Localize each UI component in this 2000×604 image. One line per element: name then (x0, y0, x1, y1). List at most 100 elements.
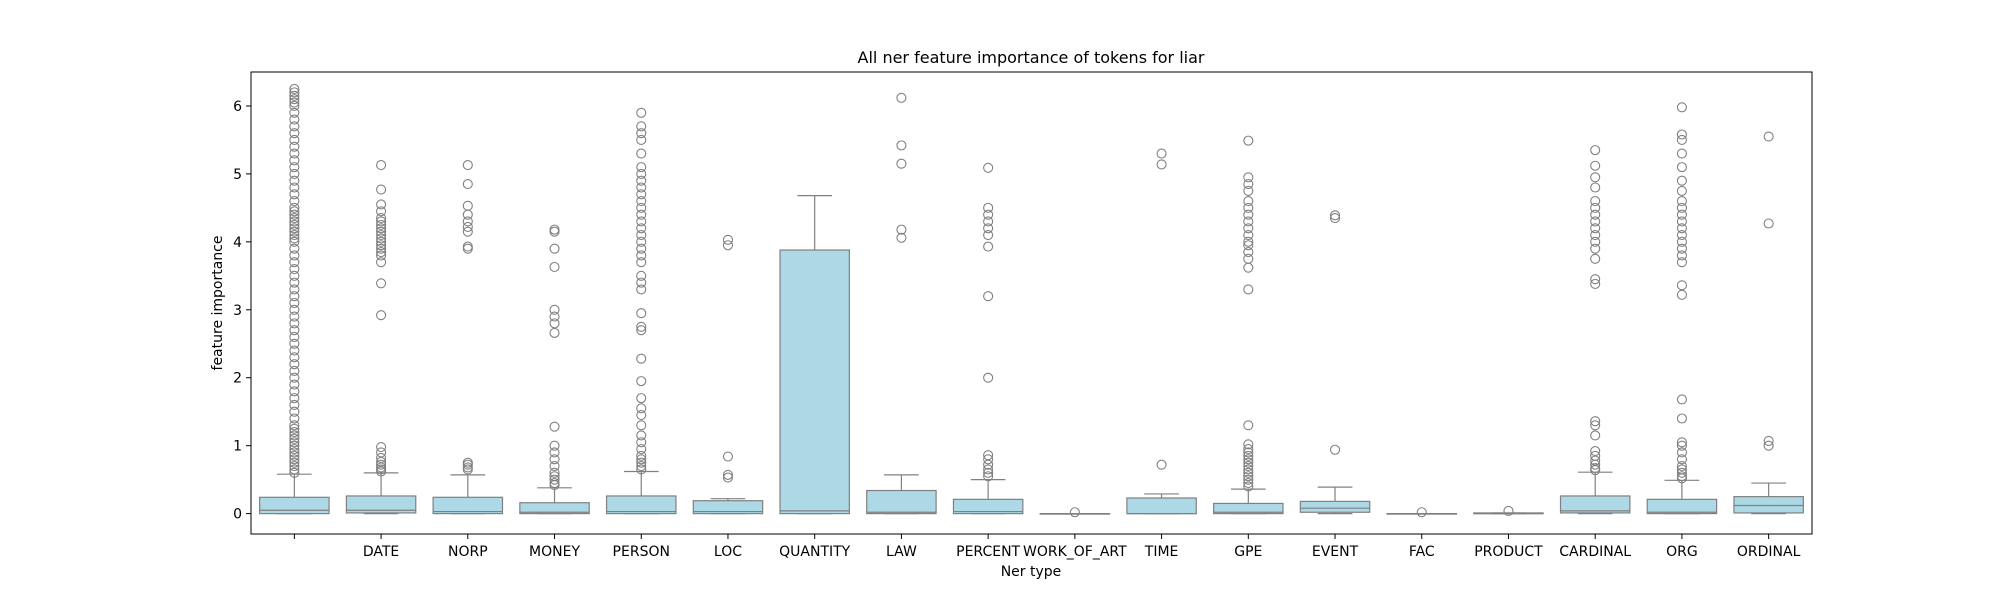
outlier-point (983, 209, 994, 220)
outlier-point (636, 202, 647, 213)
outlier-point (983, 202, 994, 213)
outlier-point (636, 325, 647, 336)
outlier-point (1676, 461, 1687, 472)
outlier-point (1243, 464, 1254, 475)
outlier-point (1676, 280, 1687, 291)
outlier-point (983, 467, 994, 478)
outlier-point (1590, 216, 1601, 227)
outlier-point (1676, 440, 1687, 451)
outlier-point (376, 246, 387, 258)
outlier-point (1243, 246, 1254, 258)
outlier-point (289, 219, 300, 230)
outlier-point (1763, 218, 1774, 229)
outlier-point (376, 257, 387, 268)
outlier-point (722, 234, 734, 245)
outlier-point (1243, 481, 1254, 492)
outlier-point (1590, 196, 1601, 207)
outlier-point (376, 236, 387, 247)
x-tick-label: LOC (714, 544, 742, 560)
outlier-point (289, 114, 300, 125)
outlier-point (636, 121, 647, 132)
outlier-point (289, 107, 300, 118)
outlier-point (289, 243, 300, 254)
outlier-point (636, 450, 647, 461)
outlier-point (1590, 420, 1601, 431)
outlier-point (1329, 444, 1341, 455)
box-iqr (432, 496, 504, 515)
outlier-point (1676, 223, 1687, 234)
outlier-point (983, 162, 994, 173)
outlier-point (289, 467, 300, 478)
outlier-point (289, 399, 300, 410)
outlier-point (289, 318, 300, 329)
outlier-point (722, 451, 734, 462)
outlier-point (289, 213, 300, 224)
outlier-point (289, 202, 300, 213)
outlier-point (462, 200, 473, 211)
outlier-point (289, 423, 300, 434)
outlier-point (289, 331, 300, 343)
outlier-point (1676, 471, 1687, 482)
outlier-point (983, 223, 994, 234)
box-iqr (1559, 495, 1631, 514)
outlier-point (1243, 253, 1254, 264)
outlier-point (289, 325, 300, 336)
outlier-point (1590, 416, 1601, 427)
outlier-point (1676, 437, 1687, 448)
outlier-point (289, 250, 300, 261)
outlier-point (289, 430, 300, 441)
outlier-point (983, 241, 994, 252)
box-iqr (952, 498, 1024, 515)
outlier-point (1590, 278, 1601, 290)
y-tick-label: 3 (233, 303, 242, 319)
outlier-point (1676, 250, 1687, 261)
outlier-point (289, 386, 300, 397)
outlier-point (1243, 454, 1254, 465)
outlier-point (289, 97, 300, 108)
outlier-point (289, 444, 300, 455)
outlier-point (1156, 459, 1167, 470)
outlier-point (289, 338, 300, 349)
outlier-point (289, 100, 300, 112)
outlier-point (1676, 464, 1687, 475)
outlier-point (983, 454, 994, 465)
outlier-point (549, 226, 560, 237)
box-iqr (779, 249, 850, 515)
outlier-point (722, 469, 734, 480)
outlier-point (462, 160, 473, 171)
outlier-point (1676, 196, 1687, 207)
outlier-point (636, 107, 647, 118)
x-tick-label: EVENT (1312, 544, 1359, 560)
outlier-point (1243, 450, 1254, 461)
outlier-point (1676, 394, 1687, 405)
outlier-point (1676, 467, 1687, 478)
outlier-point (289, 226, 300, 237)
outlier-point (636, 182, 647, 193)
outlier-point (376, 230, 387, 241)
box-iqr (1646, 498, 1718, 515)
outlier-point (462, 226, 473, 237)
outlier-point (1243, 196, 1254, 207)
outlier-point (636, 230, 647, 241)
outlier-point (636, 454, 647, 465)
box-iqr (1299, 500, 1371, 513)
outlier-point (983, 450, 994, 461)
outlier-point (1243, 236, 1254, 247)
outlier-point (376, 213, 387, 224)
y-axis-label: feature importance (210, 236, 226, 371)
outlier-point (1763, 131, 1774, 142)
outlier-point (289, 270, 300, 281)
outlier-point (636, 464, 647, 475)
outlier-point (289, 141, 300, 152)
y-tick-label: 2 (233, 371, 242, 387)
outlier-point (1676, 102, 1687, 113)
outlier-point (1676, 209, 1687, 220)
outlier-point (1590, 450, 1601, 461)
outlier-point (289, 345, 300, 356)
outlier-point (1243, 474, 1254, 485)
outlier-point (289, 359, 300, 370)
y-tick-label: 4 (233, 235, 242, 251)
outlier-point (289, 277, 300, 288)
